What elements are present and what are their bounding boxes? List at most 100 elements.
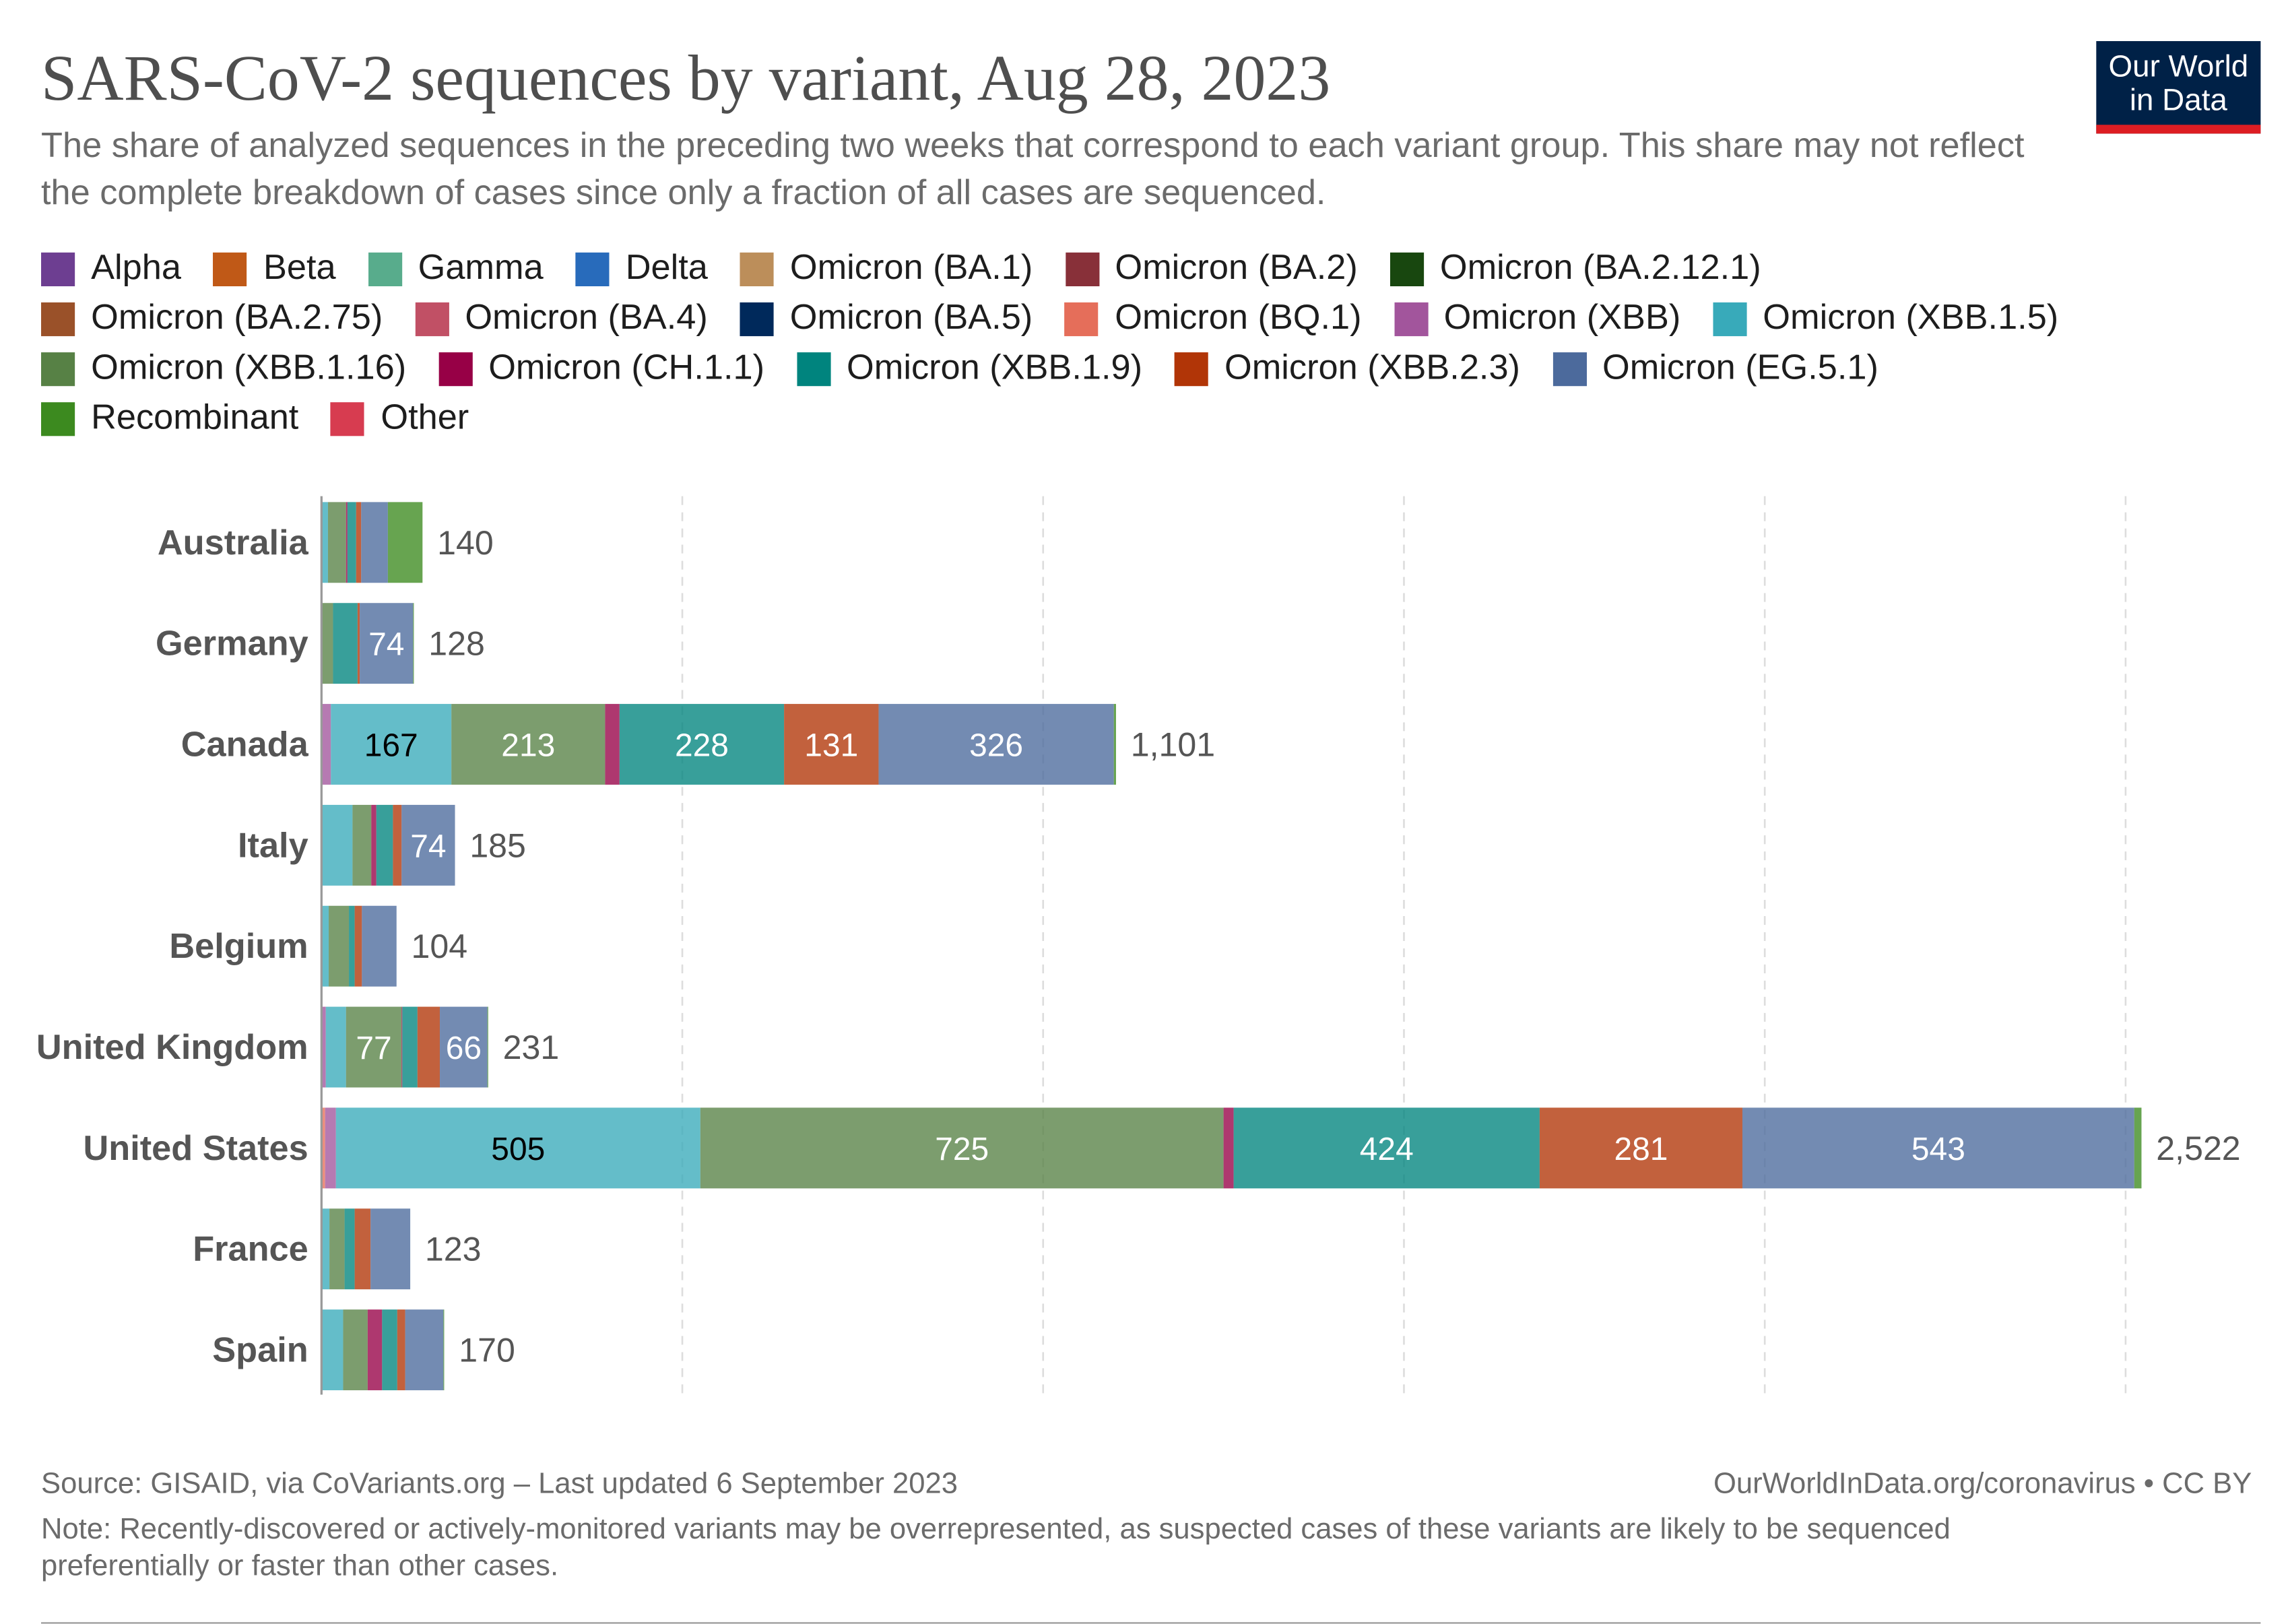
bar-segment-spain-omicron-xbb-1-16[interactable] [343, 1309, 368, 1390]
total-value-label: 2,522 [2156, 1130, 2240, 1167]
bar-segment-spain-omicron-ch-1-1[interactable] [367, 1309, 383, 1390]
bar-segment-spain-recombinant[interactable] [443, 1309, 445, 1390]
bar-segment-italy-omicron-xbb-1-5[interactable] [321, 804, 353, 886]
legend-swatch [41, 401, 75, 436]
bar-segment-germany-recombinant[interactable] [413, 603, 414, 684]
bar-segment-germany-omicron-xbb-2-3[interactable] [357, 603, 360, 684]
legend-item-delta[interactable]: Delta [575, 248, 708, 288]
source-note: Source: GISAID, via CoVariants.org – Las… [41, 1468, 958, 1501]
bar-segment-belgium-omicron-xbb-2-3[interactable] [354, 905, 362, 987]
legend-item-other[interactable]: Other [331, 398, 469, 437]
legend-item-recombinant[interactable]: Recombinant [41, 398, 298, 437]
owid-link[interactable]: OurWorldInData.org/coronavirus • CC BY [1713, 1468, 2252, 1501]
total-value-label: 185 [469, 826, 526, 864]
bar-segment-canada-omicron-xbb-2-3[interactable] [784, 704, 879, 785]
total-value-label: 231 [503, 1029, 560, 1066]
bar-segment-canada-omicron-xbb-1-9[interactable] [619, 704, 785, 785]
bar-segment-italy-omicron-xbb-1-9[interactable] [376, 804, 393, 886]
bar-segment-united-kingdom-omicron-ch-1-1[interactable] [401, 1006, 403, 1088]
legend-item-omicron-ba-2-75[interactable]: Omicron (BA.2.75) [41, 298, 383, 338]
bar-segment-united-states-recombinant[interactable] [2134, 1107, 2142, 1189]
bar-segment-belgium-omicron-eg-5-1[interactable] [362, 905, 397, 987]
legend-swatch [1389, 251, 1424, 286]
legend-item-omicron-xbb-2-3[interactable]: Omicron (XBB.2.3) [1174, 348, 1520, 387]
bar-segment-united-states-omicron-eg-5-1[interactable] [1742, 1107, 2134, 1189]
bar-segment-australia-omicron-xbb-2-3[interactable] [356, 502, 362, 583]
legend-label: Omicron (BA.2.12.1) [1439, 248, 1761, 288]
legend-item-omicron-xbb-1-5[interactable]: Omicron (XBB.1.5) [1713, 298, 2058, 337]
bar-segment-australia-omicron-ch-1-1[interactable] [346, 502, 348, 583]
bar-segment-spain-omicron-xbb-2-3[interactable] [397, 1309, 405, 1390]
bar-segment-united-states-omicron-xbb-2-3[interactable] [1539, 1107, 1742, 1189]
bar-segment-united-kingdom-omicron-xbb-1-9[interactable] [402, 1006, 418, 1088]
legend-item-gamma[interactable]: Gamma [368, 248, 544, 288]
bar-segment-australia-omicron-xbb-1-9[interactable] [347, 502, 356, 583]
bar-segment-belgium-omicron-xbb-1-16[interactable] [329, 905, 350, 987]
bar-segment-france-omicron-xbb-2-3[interactable] [354, 1208, 371, 1290]
logo-line-2: in Data [2129, 84, 2227, 118]
legend-swatch [1713, 301, 1747, 336]
legend-item-omicron-ba-2[interactable]: Omicron (BA.2) [1065, 248, 1358, 288]
legend-item-omicron-xbb-1-16[interactable]: Omicron (XBB.1.16) [41, 348, 406, 387]
bar-segment-united-states-omicron-xbb[interactable] [325, 1107, 336, 1189]
owid-logo[interactable]: Our World in Data [2096, 41, 2261, 134]
legend-label: Omicron (BQ.1) [1115, 298, 1362, 338]
bar-segment-united-states-omicron-xbb-1-9[interactable] [1233, 1107, 1540, 1189]
chart-title: SARS-CoV-2 sequences by variant, Aug 28,… [41, 42, 1331, 115]
bar-segment-france-omicron-xbb-1-16[interactable] [329, 1208, 345, 1290]
legend-item-alpha[interactable]: Alpha [41, 248, 181, 288]
bar-segment-canada-omicron-ch-1-1[interactable] [605, 704, 620, 785]
legend-item-omicron-ba-1[interactable]: Omicron (BA.1) [740, 248, 1033, 288]
total-value-label: 123 [425, 1231, 482, 1268]
legend-item-omicron-ba-2-12-1[interactable]: Omicron (BA.2.12.1) [1389, 248, 1761, 288]
legend-label: Omicron (BA.5) [789, 298, 1033, 338]
bar-segment-germany-omicron-xbb-1-9[interactable] [333, 603, 358, 684]
bar-segment-united-states-omicron-bq-1[interactable] [321, 1107, 325, 1189]
bar-segment-australia-omicron-xbb-1-5[interactable] [321, 502, 328, 583]
bar-segment-canada-omicron-xbb[interactable] [321, 704, 331, 785]
bar-segment-united-kingdom-omicron-xbb[interactable] [321, 1006, 326, 1088]
legend-label: Omicron (BA.2.75) [91, 298, 383, 338]
bar-segment-spain-omicron-xbb-1-9[interactable] [382, 1309, 397, 1390]
legend-item-omicron-ba-5[interactable]: Omicron (BA.5) [740, 298, 1033, 338]
bar-segment-italy-omicron-xbb-1-16[interactable] [352, 804, 372, 886]
bar-segment-italy-omicron-xbb-2-3[interactable] [393, 804, 402, 886]
bar-segment-canada-omicron-xbb-1-5[interactable] [331, 704, 452, 785]
legend-label: Omicron (EG.5.1) [1602, 348, 1878, 388]
segment-value-label: 77 [356, 1031, 391, 1066]
bar-segment-australia-omicron-eg-5-1[interactable] [361, 502, 388, 583]
bar-segment-canada-omicron-xbb-1-16[interactable] [451, 704, 606, 785]
bar-segment-france-omicron-eg-5-1[interactable] [370, 1208, 411, 1290]
legend-item-omicron-xbb-1-9[interactable]: Omicron (XBB.1.9) [796, 348, 1142, 387]
legend-item-beta[interactable]: Beta [213, 248, 336, 288]
bar-segment-united-states-omicron-xbb-1-16[interactable] [700, 1107, 1224, 1189]
legend-item-omicron-ch-1-1[interactable]: Omicron (CH.1.1) [438, 348, 764, 387]
bar-segment-italy-omicron-ch-1-1[interactable] [371, 804, 377, 886]
bar-segment-united-states-omicron-xbb-1-5[interactable] [335, 1107, 700, 1189]
legend-item-omicron-eg-5-1[interactable]: Omicron (EG.5.1) [1552, 348, 1878, 388]
bar-segment-united-kingdom-omicron-xbb-1-16[interactable] [346, 1006, 402, 1088]
bar-segment-germany-omicron-xbb-1-16[interactable] [321, 603, 333, 684]
bar-segment-italy-omicron-eg-5-1[interactable] [401, 804, 455, 886]
bar-segment-france-omicron-xbb-1-5[interactable] [322, 1208, 330, 1290]
bar-segment-united-kingdom-omicron-eg-5-1[interactable] [440, 1006, 488, 1088]
bar-segment-belgium-omicron-xbb-1-9[interactable] [349, 905, 355, 987]
legend-item-omicron-bq-1[interactable]: Omicron (BQ.1) [1065, 298, 1362, 338]
legend-swatch [41, 251, 75, 286]
legend-item-omicron-xbb[interactable]: Omicron (XBB) [1394, 298, 1680, 337]
bar-segment-canada-recombinant[interactable] [1113, 704, 1116, 785]
bar-segment-australia-omicron-xbb-1-16[interactable] [327, 502, 346, 583]
bar-segment-france-omicron-xbb-1-9[interactable] [344, 1208, 355, 1290]
bar-segment-germany-omicron-eg-5-1[interactable] [360, 603, 414, 684]
bar-segment-united-kingdom-omicron-xbb-2-3[interactable] [417, 1006, 440, 1088]
bar-segment-australia-recombinant[interactable] [387, 502, 423, 583]
total-value-label: 128 [428, 625, 485, 663]
bar-segment-united-states-omicron-ch-1-1[interactable] [1223, 1107, 1234, 1189]
bar-segment-canada-omicron-eg-5-1[interactable] [878, 704, 1114, 785]
legend-item-omicron-ba-4[interactable]: Omicron (BA.4) [415, 298, 708, 337]
bar-segment-united-kingdom-omicron-xbb-1-5[interactable] [325, 1006, 346, 1088]
bar-segment-belgium-omicron-xbb-1-5[interactable] [322, 905, 329, 987]
bar-segment-spain-omicron-xbb-1-5[interactable] [321, 1309, 344, 1390]
bar-segment-spain-omicron-eg-5-1[interactable] [405, 1309, 444, 1390]
